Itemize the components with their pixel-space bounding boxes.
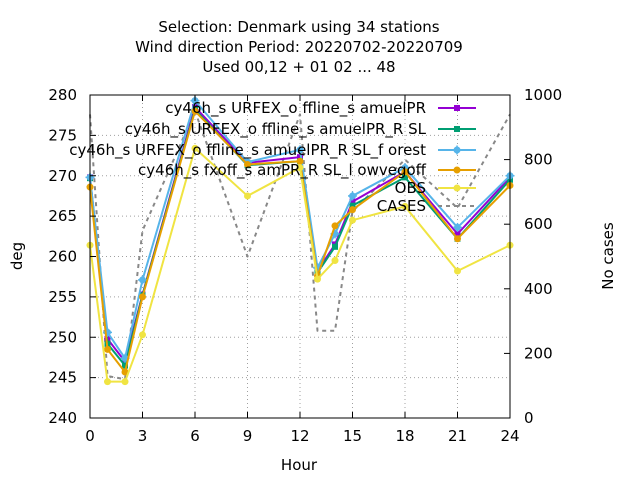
x-axis-label: Hour [281, 456, 318, 474]
data-point [191, 144, 199, 152]
data-point [121, 368, 129, 376]
y-tick-label: 255 [48, 288, 77, 306]
data-point [454, 235, 461, 243]
data-point [244, 160, 251, 168]
data-point [349, 216, 356, 224]
y-tick-label: 245 [48, 369, 77, 387]
x-tick-label: 18 [395, 427, 414, 445]
legend-label: OBS [395, 179, 426, 197]
data-point [454, 105, 460, 111]
legend-label: CASES [377, 197, 426, 215]
y2-tick-label: 200 [524, 344, 553, 362]
y-axis-ticks: 240 245 250 255 260 265 270 275 280 [48, 86, 96, 427]
data-point [121, 378, 129, 386]
x-tick-label: 0 [85, 427, 95, 445]
data-point [122, 362, 128, 369]
data-point [295, 145, 305, 155]
y2-tick-label: 400 [524, 280, 553, 298]
x-tick-label: 24 [500, 427, 519, 445]
x-tick-label: 21 [448, 427, 467, 445]
y2-axis-label: No cases [599, 222, 617, 290]
legend: cy46h_s URFEX_o ffline_s amuelPR cy46h_s … [69, 99, 476, 215]
data-point [332, 243, 338, 250]
title-line-3: Used 00,12 + 01 02 ... 48 [202, 58, 395, 76]
y2-tick-label: 600 [524, 215, 553, 233]
data-point [296, 164, 304, 172]
data-point [453, 184, 461, 192]
legend-label: cy46h_s URFEX_o ffline_s amuelPR [165, 99, 426, 118]
data-point [454, 230, 461, 237]
data-point [104, 378, 111, 386]
y2-tick-label: 0 [524, 409, 534, 427]
data-point [452, 145, 462, 155]
y-axis-label: deg [8, 242, 26, 270]
y-tick-label: 240 [48, 409, 77, 427]
data-point [297, 154, 303, 161]
x-tick-label: 15 [343, 427, 362, 445]
data-point [244, 192, 251, 200]
data-point [120, 353, 130, 363]
data-point [139, 331, 146, 339]
y-tick-label: 250 [48, 328, 77, 346]
data-point [401, 202, 409, 210]
data-point [453, 222, 462, 232]
data-point [104, 345, 111, 353]
data-point [349, 198, 356, 205]
x-tick-label: 3 [138, 427, 148, 445]
data-point [139, 293, 146, 301]
legend-label: cy46h_s URFEX_o ffline_s amuelPR_R SL_f … [69, 141, 426, 160]
data-point [454, 267, 461, 275]
data-point [348, 191, 357, 201]
data-point [453, 166, 461, 174]
data-point [401, 168, 409, 176]
chart-title: Selection: Denmark using 34 stations Win… [135, 18, 463, 76]
data-point [349, 206, 356, 214]
y-tick-label: 260 [48, 248, 77, 266]
y-tick-label: 275 [48, 126, 77, 144]
data-point [191, 107, 199, 115]
y2-tick-label: 800 [524, 151, 553, 169]
x-tick-label: 6 [190, 427, 200, 445]
series-4 [86, 144, 514, 386]
data-point [454, 126, 460, 132]
title-line-1: Selection: Denmark using 34 stations [158, 18, 439, 36]
title-line-2: Wind direction Period: 20220702-20220709 [135, 38, 463, 56]
y-tick-label: 270 [48, 167, 77, 185]
x-tick-label: 12 [290, 427, 309, 445]
y-tick-label: 280 [48, 86, 77, 104]
data-point [331, 222, 339, 230]
data-point [331, 257, 339, 265]
legend-label: cy46h_s URFEX_o ffline_s amuelPR_R SL [125, 120, 427, 139]
data-point [296, 157, 304, 165]
y2-axis-ticks: 0 200 400 600 800 1000 [504, 86, 562, 427]
data-point [314, 275, 321, 283]
data-point [402, 174, 408, 181]
y2-tick-label: 1000 [524, 86, 562, 104]
legend-label: cy46h_s fxoff_s amPR_R SL_l owvegoff [138, 161, 427, 180]
x-tick-label: 9 [243, 427, 253, 445]
x-axis-ticks: 0 3 6 9 12 15 18 21 24 [85, 95, 520, 445]
y-tick-label: 265 [48, 207, 77, 225]
data-point [138, 275, 147, 285]
data-point [349, 202, 356, 209]
